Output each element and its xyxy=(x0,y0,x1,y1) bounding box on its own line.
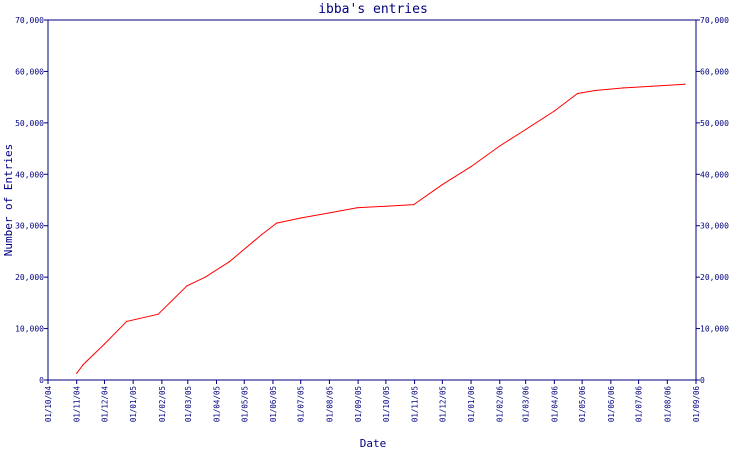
y-tick-label-left: 40,000 xyxy=(15,170,44,179)
data-point xyxy=(157,313,159,315)
x-tick-label: 01/07/05 xyxy=(297,386,306,422)
data-point xyxy=(525,128,527,131)
data-point xyxy=(594,89,596,92)
y-tick-label-right: 30,000 xyxy=(700,222,729,231)
x-tick-label: 01/11/04 xyxy=(73,386,82,423)
x-tick-label: 01/04/06 xyxy=(550,386,559,423)
x-tick-label: 01/10/05 xyxy=(382,386,391,422)
x-tick-label: 01/10/04 xyxy=(44,386,53,423)
data-point xyxy=(684,83,686,85)
x-tick-label: 01/01/06 xyxy=(467,386,476,423)
data-point xyxy=(126,320,128,322)
data-point xyxy=(576,92,579,95)
plot-frame xyxy=(47,19,697,381)
x-tick-label: 01/06/06 xyxy=(607,386,616,423)
y-tick-label-right: 10,000 xyxy=(700,325,729,334)
y-tick-label-right: 60,000 xyxy=(700,67,729,76)
data-point xyxy=(441,183,443,186)
x-tick-label: 01/09/06 xyxy=(692,386,701,423)
data-point xyxy=(328,212,331,214)
data-point xyxy=(76,372,78,374)
x-tick-label: 01/02/06 xyxy=(496,386,505,423)
data-point xyxy=(103,343,106,345)
y-tick-label-left: 20,000 xyxy=(15,273,44,282)
data-point xyxy=(356,207,358,209)
x-tick-label: 01/12/04 xyxy=(100,386,109,423)
y-tick-label-right: 20,000 xyxy=(700,273,729,282)
y-tick-label-right: 70,000 xyxy=(700,16,729,25)
x-tick-label: 01/08/06 xyxy=(663,386,672,423)
y-tick-label-left: 60,000 xyxy=(15,67,44,76)
y-axis-label: Number of Entries xyxy=(2,144,15,257)
x-tick-label: 01/09/05 xyxy=(354,386,363,422)
data-point xyxy=(276,222,278,224)
data-point xyxy=(623,87,625,89)
data-point xyxy=(385,205,387,207)
x-tick-label: 01/05/05 xyxy=(240,386,249,422)
y-tick-label-right: 40,000 xyxy=(700,170,729,179)
y-tick-label-right: 0 xyxy=(700,376,705,385)
x-tick-label: 01/03/05 xyxy=(184,386,193,422)
data-point xyxy=(413,204,415,206)
y-tick-label-left: 70,000 xyxy=(15,16,44,25)
x-axis-label: Date xyxy=(360,437,387,450)
data-point xyxy=(499,145,501,147)
y-axis-right: 0 10,000 20,000 30,000 40,000 50,000 60,000 70,… xyxy=(696,16,729,385)
x-tick-label: 01/04/05 xyxy=(212,386,221,422)
plot-area xyxy=(47,19,697,381)
x-tick-label: 01/01/05 xyxy=(129,386,138,422)
x-tick-label: 01/11/05 xyxy=(411,386,420,422)
data-point xyxy=(470,165,472,168)
x-tick-label: 01/07/06 xyxy=(635,386,644,423)
x-axis: 01/10/04 01/11/04 01/12/04 01/01/05 01/02/05… xyxy=(44,380,701,422)
data-point xyxy=(82,363,84,366)
x-tick-label: 01/08/05 xyxy=(325,386,334,422)
data-point xyxy=(650,85,653,87)
y-tick-label-left: 0 xyxy=(39,376,44,385)
x-tick-label: 01/06/05 xyxy=(269,386,278,422)
x-tick-label: 01/03/06 xyxy=(522,386,531,423)
data-point xyxy=(186,285,188,287)
series-line xyxy=(76,83,685,374)
series-group xyxy=(76,83,686,374)
data-point xyxy=(228,261,231,263)
x-tick-label: 01/12/05 xyxy=(438,386,447,422)
y-axis-left: 0 10,000 20,000 30,000 40,000 50,000 60,000 70,… xyxy=(15,16,48,385)
y-tick-label-right: 50,000 xyxy=(700,119,729,128)
chart-title: ibba's entries xyxy=(318,2,428,17)
data-point xyxy=(204,276,206,278)
data-point xyxy=(300,217,302,219)
data-point xyxy=(261,233,263,236)
y-tick-label-left: 50,000 xyxy=(15,119,44,128)
x-tick-label: 01/02/05 xyxy=(158,386,167,422)
y-tick-label-left: 10,000 xyxy=(15,325,44,334)
y-tick-label-left: 30,000 xyxy=(15,222,44,231)
data-point xyxy=(553,110,555,112)
x-tick-label: 01/05/06 xyxy=(578,386,587,423)
